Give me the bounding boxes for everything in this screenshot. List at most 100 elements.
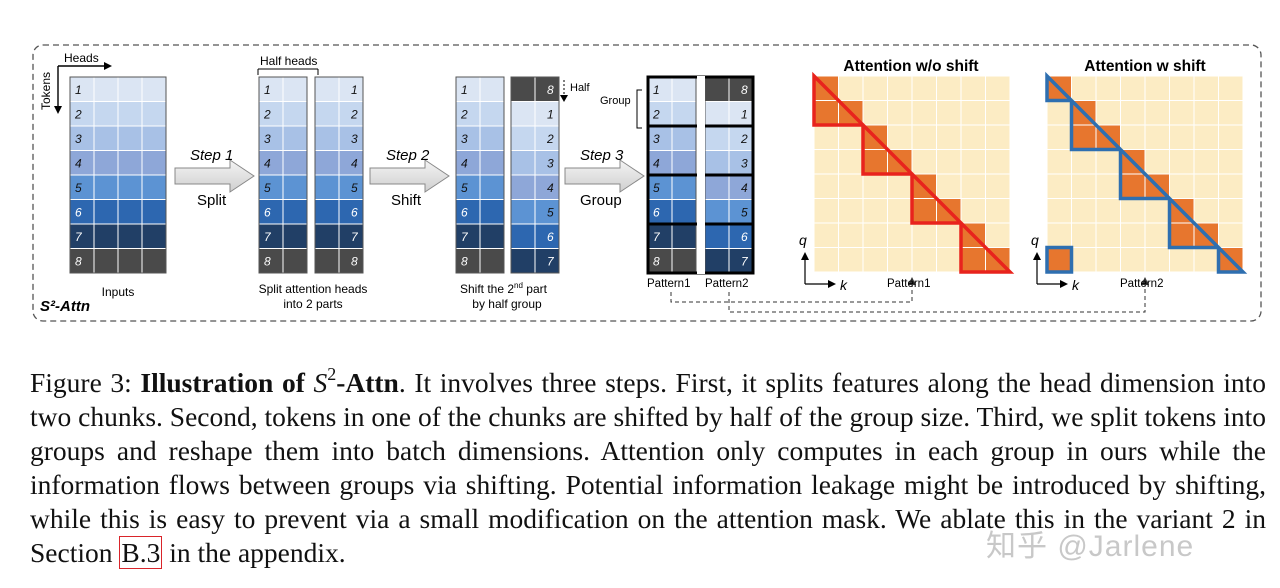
grid-cell <box>258 150 284 176</box>
grid-cell <box>282 125 308 151</box>
group-left-half: 1 2 3 4 5 6 7 8 <box>647 76 697 274</box>
tokens-arrow-icon <box>54 106 62 114</box>
step2-arrow: Step 2 Shift <box>369 147 450 209</box>
grid-cell <box>69 125 95 151</box>
step3-title: Step 3 <box>580 147 624 164</box>
grid-cell <box>455 101 481 127</box>
grid-cell <box>534 223 560 249</box>
token-number: 3 <box>461 132 468 146</box>
token-number: 6 <box>547 230 554 244</box>
token-number: 5 <box>351 181 358 195</box>
token-number: 6 <box>461 206 468 220</box>
grid-cell <box>69 150 95 176</box>
attention-noshift-matrix <box>812 71 1015 274</box>
grid-cell <box>704 199 730 225</box>
half-heads-label: Half heads <box>260 54 317 68</box>
grid-cell <box>258 101 284 127</box>
attn-cell <box>862 149 888 175</box>
grid-cell <box>479 199 505 225</box>
token-number: 1 <box>351 83 358 97</box>
red-outline <box>812 71 1015 274</box>
token-number: 2 <box>350 108 358 122</box>
attn-cell <box>1071 124 1097 150</box>
grid-cell <box>69 248 95 274</box>
grid-cell <box>69 223 95 249</box>
attn-noshift-title: Attention w/o shift <box>843 58 978 75</box>
tokens-label: Tokens <box>39 72 53 110</box>
svg-text:k: k <box>840 277 848 293</box>
token-number: 5 <box>547 206 554 220</box>
grid-cell <box>258 174 284 200</box>
grid-cell <box>117 248 143 274</box>
grid-cell <box>282 76 308 102</box>
token-number: 8 <box>741 83 748 97</box>
section-ref-link[interactable]: B.3 <box>119 536 163 569</box>
token-number: 2 <box>263 108 271 122</box>
attn-cell <box>911 198 937 224</box>
grid-cell <box>671 199 697 225</box>
grid-cell <box>117 199 143 225</box>
token-number: 6 <box>741 230 748 244</box>
grid-cell <box>282 248 308 274</box>
token-number: 7 <box>547 255 555 269</box>
caption-body: . It involves three steps. First, it spl… <box>30 367 1267 568</box>
grid-cell <box>314 248 340 274</box>
grid-cell <box>647 76 673 102</box>
grid-cell <box>510 248 536 274</box>
token-number: 3 <box>741 157 748 171</box>
heads-arrow-icon <box>104 62 112 70</box>
grid-cell <box>258 76 284 102</box>
svg-text:q: q <box>1031 232 1039 248</box>
grid-cell <box>704 174 730 200</box>
grid-cell <box>510 76 536 102</box>
grid-cell <box>141 248 167 274</box>
grid-cell <box>314 101 340 127</box>
token-number: 1 <box>547 108 554 122</box>
step1-arrow: Step 1 Split <box>174 147 255 209</box>
grid-cell <box>647 223 673 249</box>
group-label: Group <box>600 95 631 107</box>
grid-cell <box>282 223 308 249</box>
grid-cell <box>479 248 505 274</box>
token-number: 3 <box>75 132 82 146</box>
grid-cell <box>258 248 284 274</box>
grid-cell <box>534 248 560 274</box>
grid-cell <box>258 125 284 151</box>
token-number: 5 <box>75 181 82 195</box>
token-number: 3 <box>264 132 271 146</box>
token-number: 2 <box>546 132 554 146</box>
split-right-half: 1 2 3 4 5 6 7 8 <box>314 76 364 274</box>
figure-caption: Figure 3: Illustration of S2-Attn. It in… <box>30 365 1267 570</box>
inputs-grid: 1 2 3 4 5 6 7 8 <box>69 76 167 274</box>
grid-cell <box>479 101 505 127</box>
pattern1-label-left: Pattern1 <box>647 278 690 290</box>
pattern1-label-right: Pattern1 <box>887 278 930 290</box>
token-number: 6 <box>264 206 271 220</box>
token-number: 6 <box>351 206 358 220</box>
svg-text:k: k <box>1072 277 1080 293</box>
grid-cell <box>117 223 143 249</box>
step3-action: Group <box>580 192 622 209</box>
token-number: 6 <box>75 206 82 220</box>
grid-cell <box>93 125 119 151</box>
grid-cell <box>671 174 697 200</box>
half-arrow-icon <box>560 95 568 102</box>
grid-cell <box>671 248 697 274</box>
grid-cell <box>704 150 730 176</box>
split-left-half: 1 2 3 4 5 6 7 8 <box>258 76 308 274</box>
grid-cell <box>479 125 505 151</box>
split-caption-line2: into 2 parts <box>283 297 342 311</box>
grid-cell <box>314 76 340 102</box>
token-number: 2 <box>74 108 82 122</box>
grid-cell <box>671 150 697 176</box>
grid-cell <box>314 174 340 200</box>
grid-cell <box>510 223 536 249</box>
grid-cell <box>647 199 673 225</box>
svg-text:q: q <box>799 232 807 248</box>
step1-title: Step 1 <box>190 147 233 164</box>
grid-cell <box>282 199 308 225</box>
grid-cell <box>534 150 560 176</box>
attn-cell <box>1169 222 1195 248</box>
token-number: 1 <box>461 83 468 97</box>
token-number: 5 <box>653 181 660 195</box>
